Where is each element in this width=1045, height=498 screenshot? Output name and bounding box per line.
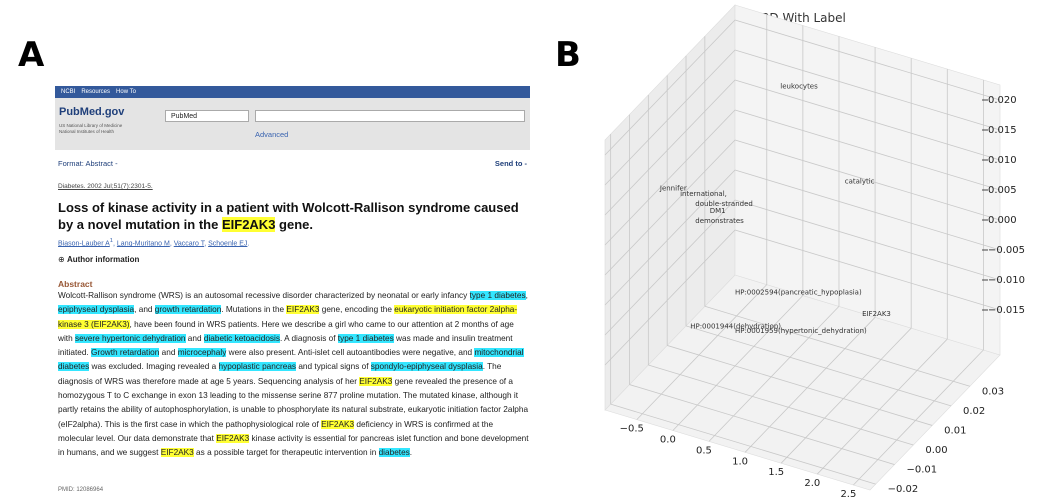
author-link[interactable]: Schoenle EJ [208, 240, 247, 247]
point-label: leukocytes [780, 83, 818, 91]
point-label: HP:0001959(hypertonic_dehydration) [735, 327, 867, 335]
x-tick-label: 0.0 [660, 434, 676, 445]
point-label: EIF2AK3 [862, 310, 891, 318]
y-tick-label: 0.03 [982, 386, 1004, 397]
z-tick-label: −0.005 [988, 245, 1025, 256]
x-tick-label: 1.5 [768, 467, 784, 478]
logo-subtitle: US National Library of Medicine [59, 123, 122, 128]
text-segment: and [159, 348, 177, 357]
highlight: EIF2AK3 [359, 377, 392, 386]
z-tick-label: 0.015 [988, 125, 1017, 136]
text-segment: were also present. Anti-islet cell autoa… [226, 348, 474, 357]
point-label: HP:0002594(pancreatic_hypoplasia) [735, 288, 862, 296]
menu-item[interactable]: NCBI [61, 89, 75, 95]
text-segment: , and [134, 305, 155, 314]
x-tick-label: 1.0 [732, 456, 748, 467]
text-segment: as a possible target for therapeutic int… [194, 448, 379, 457]
y-tick-label: −0.02 [888, 484, 919, 495]
z-tick-label: −0.010 [988, 275, 1025, 286]
text-segment: and typical signs of [296, 362, 371, 371]
highlight: growth retardation [155, 305, 222, 314]
search-header: PubMed.gov US National Library of Medici… [55, 98, 530, 150]
x-tick-label: 2.0 [804, 478, 820, 489]
x-tick-label: 2.5 [840, 489, 856, 498]
advanced-link[interactable]: Advanced [255, 130, 288, 139]
panel-label: A [18, 35, 45, 75]
highlight: EIF2AK3 [161, 448, 194, 457]
author-link[interactable]: Biason-Lauber A [58, 240, 110, 247]
highlight: EIF2AK3 [222, 217, 275, 232]
point-label: catalytic [845, 177, 875, 185]
ncbi-bar: NCBI Resources How To [55, 86, 530, 98]
abstract-text: Wolcott-Rallison syndrome (WRS) is an au… [58, 289, 530, 461]
text-segment: . A diagnosis of [280, 334, 338, 343]
search-input[interactable] [255, 110, 525, 122]
pubmed-screenshot: NCBI Resources How To PubMed.gov US Nation… [55, 86, 530, 496]
y-tick-label: −0.01 [906, 465, 937, 476]
highlight: epiphyseal dysplasia [58, 305, 134, 314]
authors: Biason-Lauber A1, Lang-Muritano M, Vacca… [58, 238, 249, 247]
highlight: EIF2AK3 [216, 434, 249, 443]
send-to-menu[interactable]: Send to - [495, 159, 527, 168]
highlight: type 1 diabetes [470, 291, 526, 300]
z-tick-label: 0.020 [988, 95, 1017, 106]
menu-item[interactable]: Resources [81, 89, 110, 95]
highlight: hypoplastic pancreas [219, 362, 297, 371]
text-segment: Wolcott-Rallison syndrome (WRS) is an au… [58, 291, 470, 300]
format-menu[interactable]: Format: Abstract - [58, 159, 118, 168]
x-tick-label: −0.5 [620, 424, 644, 435]
x-tick-label: 0.5 [696, 445, 712, 456]
y-tick-label: 0.00 [925, 445, 947, 456]
author-info[interactable]: ⊕ Author information [58, 255, 139, 264]
text-segment: gene. [275, 217, 313, 232]
z-tick-label: 0.000 [988, 215, 1017, 226]
y-tick-label: 0.01 [944, 425, 966, 436]
text-segment: and [186, 334, 204, 343]
z-tick-label: 0.010 [988, 155, 1017, 166]
highlight: type 1 diabetes [338, 334, 394, 343]
text-segment: , [526, 291, 528, 300]
author-info-text[interactable]: Author information [67, 255, 139, 264]
highlight: EIF2AK3 [286, 305, 319, 314]
author-link[interactable]: Vaccaro T [174, 240, 204, 247]
highlight: spondylo-epiphyseal dysplasia [371, 362, 483, 371]
z-tick-label: −0.015 [988, 305, 1025, 316]
pmid: PMID: 12086964 [58, 487, 103, 493]
text-segment: . [247, 240, 249, 247]
point-label: Jennifer [659, 185, 687, 193]
logo[interactable]: PubMed.gov [59, 106, 124, 118]
z-tick-label: 0.005 [988, 185, 1017, 196]
y-tick-label: 0.02 [963, 406, 985, 417]
figure: A B PCA 3D With Label −0.50.00.51.01.52.… [0, 0, 1045, 498]
point-label: demonstrates [695, 217, 744, 225]
article-title: Loss of kinase activity in a patient wit… [58, 199, 528, 233]
text-segment: . [410, 448, 412, 457]
database-select[interactable]: PubMed [165, 110, 249, 122]
text-segment: was excluded. Imaging revealed a [89, 362, 218, 371]
author-link[interactable]: Lang-Muritano M [117, 240, 170, 247]
highlight: severe hypertonic dehydration [75, 334, 186, 343]
point-label: DM1 [710, 207, 726, 215]
highlight: diabetes [379, 448, 410, 457]
text-segment: gene, encoding the [319, 305, 394, 314]
panel-label: B [555, 35, 581, 75]
text-segment: . Mutations in the [221, 305, 286, 314]
highlight: Growth retardation [91, 348, 159, 357]
logo-subtitle: National Institutes of Health [59, 129, 114, 134]
highlight: microcephaly [178, 348, 227, 357]
citation[interactable]: Diabetes. 2002 Jul;51(7):2301-5. [58, 183, 153, 190]
highlight: EIF2AK3 [321, 420, 354, 429]
abstract-heading: Abstract [58, 279, 92, 289]
point-label: international, [680, 190, 727, 198]
menu-item[interactable]: How To [116, 89, 136, 95]
highlight: diabetic ketoacidosis [204, 334, 280, 343]
